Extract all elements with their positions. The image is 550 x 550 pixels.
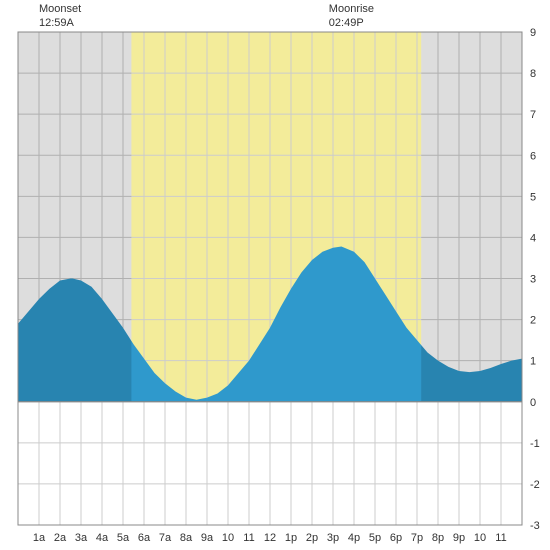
moonset-label: Moonset 12:59A — [39, 2, 81, 31]
svg-text:0: 0 — [530, 397, 536, 409]
svg-text:9: 9 — [530, 27, 536, 39]
svg-text:5a: 5a — [117, 532, 130, 544]
svg-text:5: 5 — [530, 191, 536, 203]
moonrise-title: Moonrise — [329, 3, 374, 15]
svg-text:9p: 9p — [453, 532, 465, 544]
svg-text:-2: -2 — [530, 479, 540, 491]
svg-text:10: 10 — [474, 532, 486, 544]
moonset-title: Moonset — [39, 3, 81, 15]
svg-text:6a: 6a — [138, 532, 151, 544]
svg-text:4a: 4a — [96, 532, 109, 544]
svg-text:10: 10 — [222, 532, 234, 544]
svg-text:1p: 1p — [285, 532, 297, 544]
svg-text:8a: 8a — [180, 532, 193, 544]
svg-text:4p: 4p — [348, 532, 360, 544]
svg-text:7a: 7a — [159, 532, 172, 544]
svg-text:3: 3 — [530, 274, 536, 286]
tide-chart: -3-2-101234567891a2a3a4a5a6a7a8a9a101112… — [0, 0, 550, 550]
moonrise-time: 02:49P — [329, 16, 374, 30]
svg-text:2a: 2a — [54, 532, 67, 544]
svg-text:1a: 1a — [33, 532, 46, 544]
svg-text:11: 11 — [243, 532, 254, 544]
moonrise-label: Moonrise 02:49P — [329, 2, 374, 31]
svg-text:9a: 9a — [201, 532, 214, 544]
svg-text:4: 4 — [530, 232, 536, 244]
moonset-time: 12:59A — [39, 16, 81, 30]
svg-text:7p: 7p — [411, 532, 423, 544]
svg-text:3p: 3p — [327, 532, 339, 544]
svg-text:2p: 2p — [306, 532, 318, 544]
svg-text:8: 8 — [530, 68, 536, 80]
svg-text:8p: 8p — [432, 532, 444, 544]
svg-text:11: 11 — [495, 532, 506, 544]
svg-text:-1: -1 — [530, 438, 540, 450]
svg-text:6: 6 — [530, 150, 536, 162]
svg-text:2: 2 — [530, 315, 536, 327]
svg-text:5p: 5p — [369, 532, 381, 544]
svg-text:-3: -3 — [530, 520, 540, 532]
svg-text:1: 1 — [530, 356, 536, 368]
svg-text:12: 12 — [264, 532, 276, 544]
svg-text:6p: 6p — [390, 532, 402, 544]
svg-text:7: 7 — [530, 109, 536, 121]
svg-text:3a: 3a — [75, 532, 88, 544]
